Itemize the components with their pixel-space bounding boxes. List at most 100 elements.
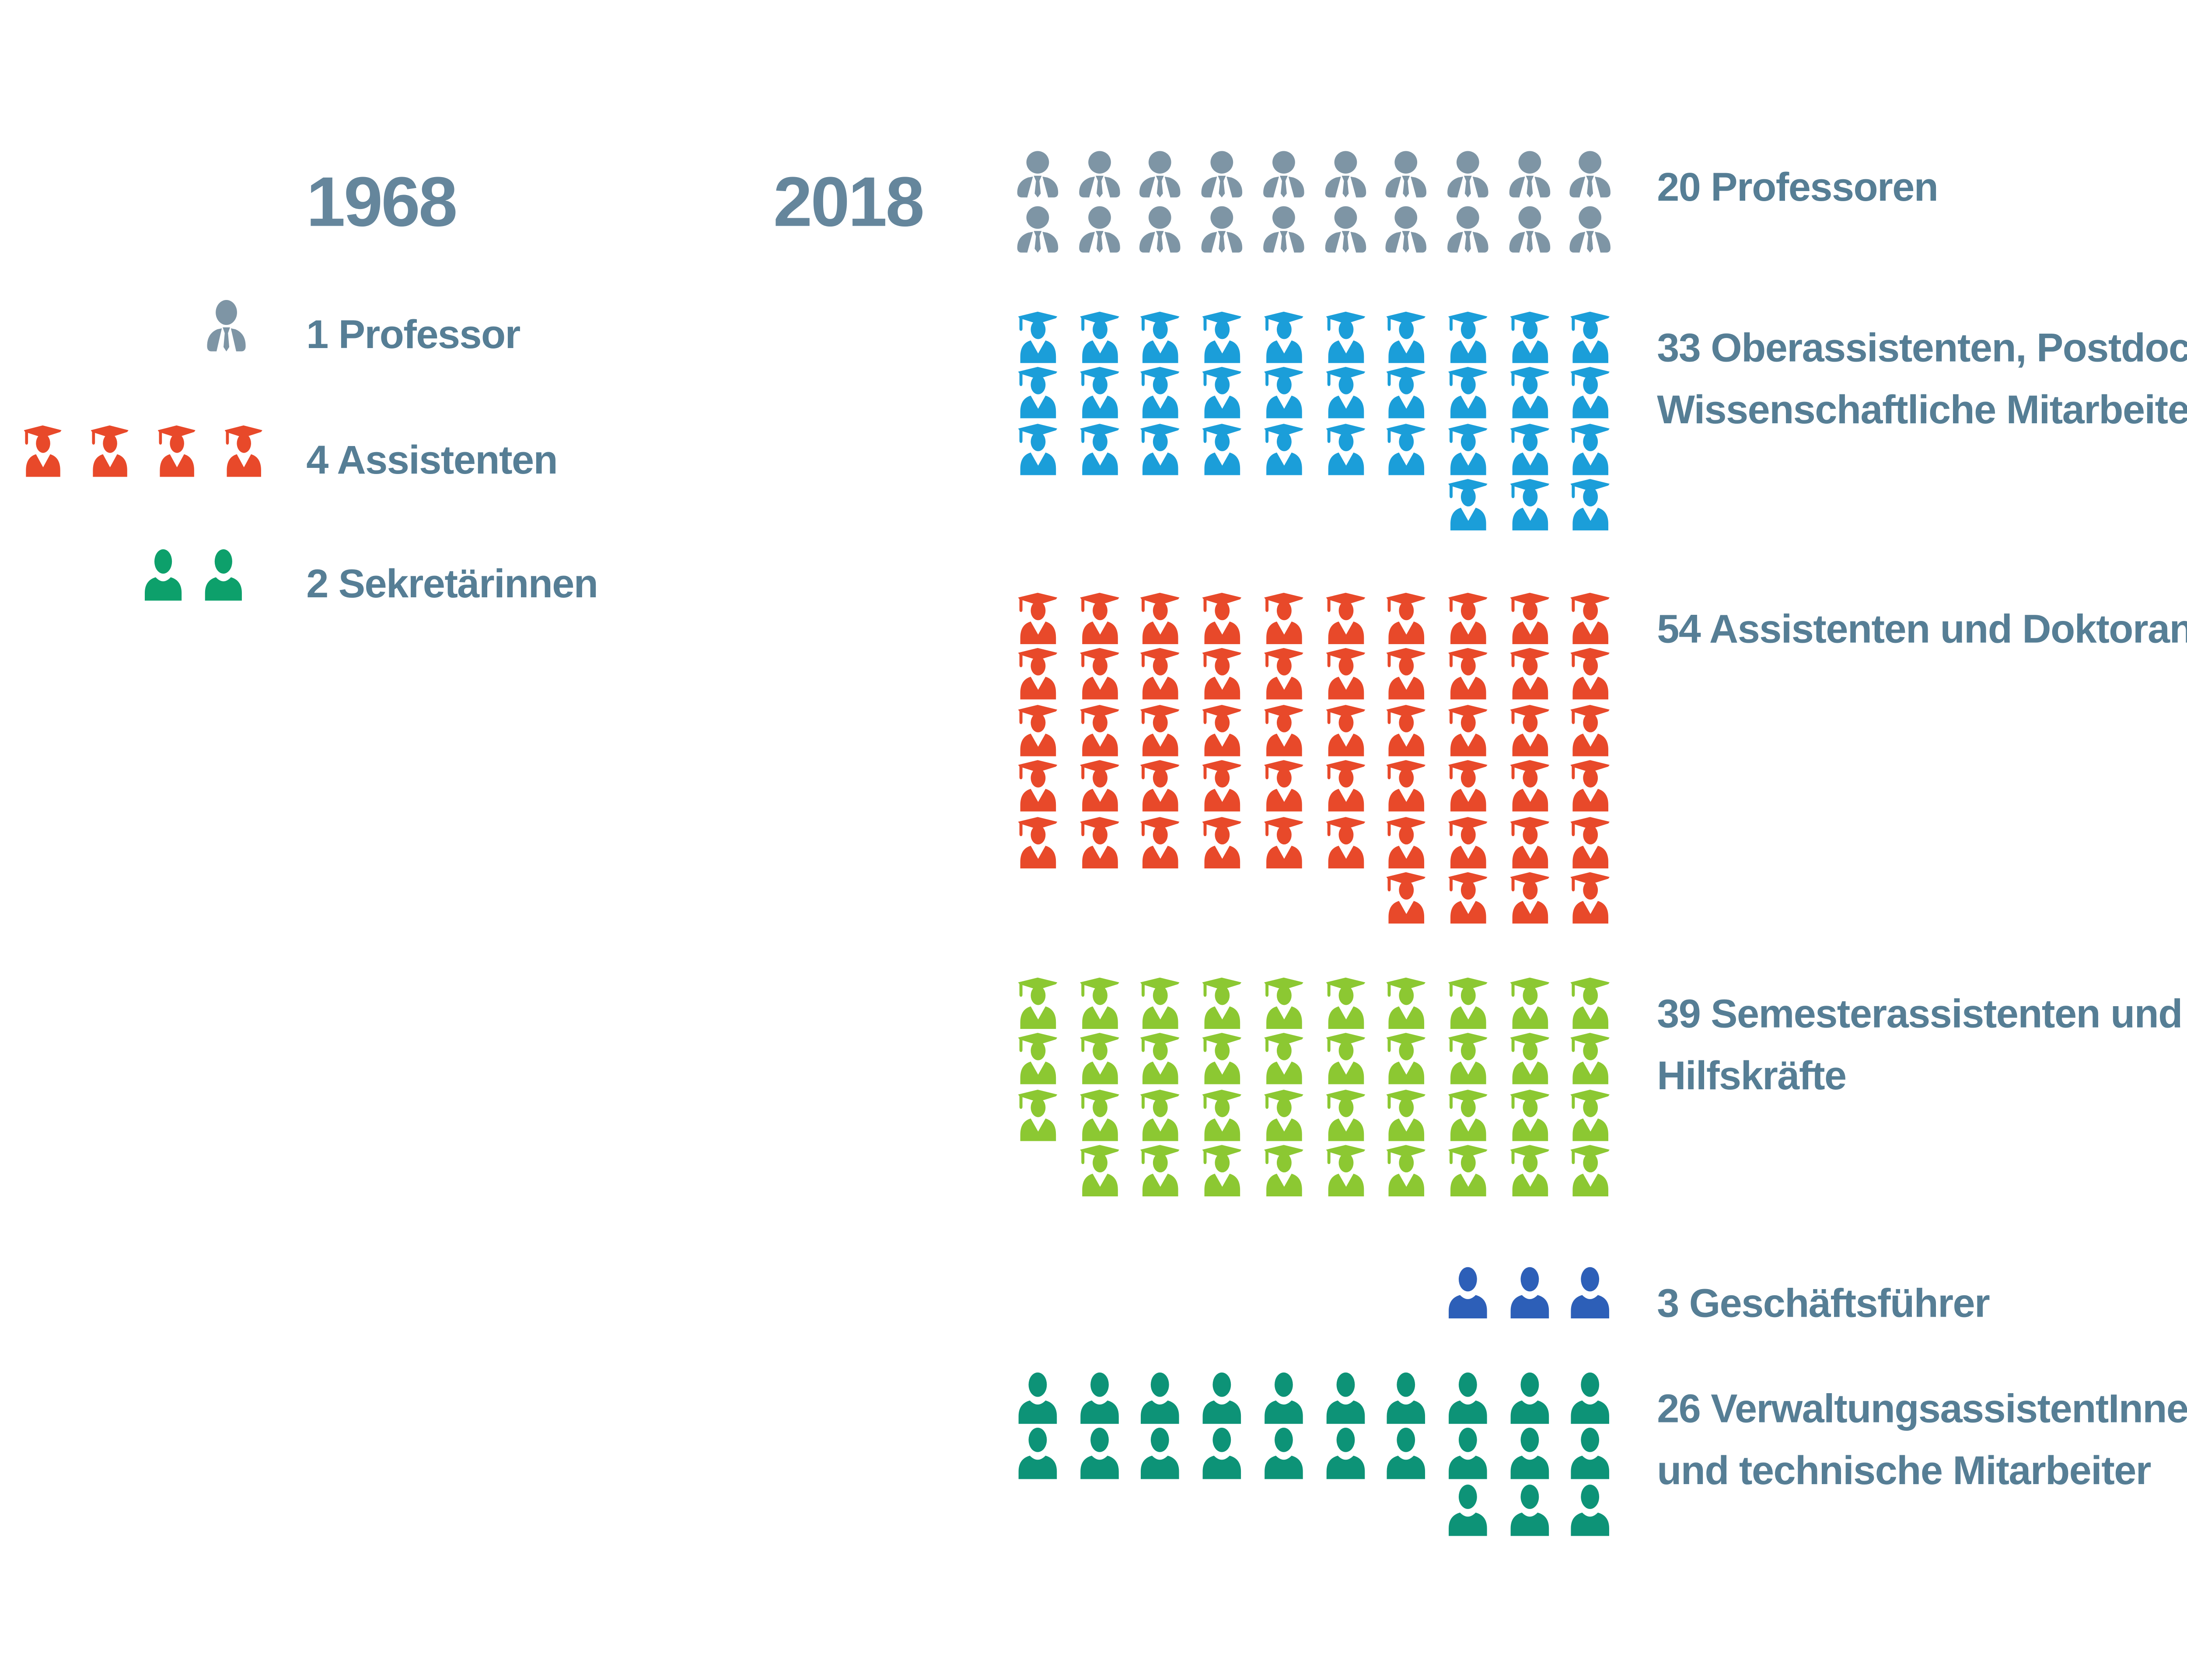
business-person-icon bbox=[1200, 150, 1244, 197]
graduate-icon bbox=[1261, 1145, 1305, 1197]
graduate-icon bbox=[1200, 311, 1244, 363]
graduate-icon bbox=[1569, 977, 1612, 1029]
graduate-icon bbox=[1139, 1033, 1182, 1085]
graduate-icon bbox=[1323, 760, 1366, 812]
graduate-icon bbox=[1016, 977, 1059, 1029]
graduate-icon bbox=[1139, 704, 1182, 756]
person-icon bbox=[1569, 1428, 1612, 1480]
graduate-icon bbox=[22, 425, 64, 477]
graduate-icon bbox=[223, 425, 265, 477]
graduate-icon bbox=[1446, 311, 1489, 363]
person-icon bbox=[1507, 1484, 1551, 1536]
business-person-icon bbox=[206, 300, 247, 352]
graduate-icon bbox=[1384, 760, 1428, 812]
graduate-icon bbox=[1077, 1089, 1121, 1141]
graduate-icon bbox=[1569, 1089, 1612, 1141]
graduate-icon bbox=[1139, 367, 1182, 419]
graduate-icon bbox=[1200, 977, 1244, 1029]
graduate-icon bbox=[1077, 1033, 1121, 1085]
graduate-icon bbox=[1569, 367, 1612, 419]
graduate-icon bbox=[1261, 311, 1305, 363]
person-icon bbox=[1446, 1267, 1489, 1319]
semesterassistenten-label-line: Hilfskräfte bbox=[1657, 1054, 1847, 1100]
graduate-icon bbox=[1446, 1033, 1489, 1085]
assistenten-doktoranden-label-line: 54 Assistenten und Doktoranden bbox=[1657, 607, 2187, 653]
graduate-icon bbox=[1139, 593, 1182, 645]
business-person-icon bbox=[1384, 150, 1428, 197]
oberassistenten-label: 33 Oberassistenten, Postdocs und Wissensc… bbox=[1657, 318, 2187, 442]
professoren-label-line: 20 Professoren bbox=[1657, 165, 1939, 211]
graduate-icon bbox=[1384, 593, 1428, 645]
graduate-icon bbox=[1261, 760, 1305, 812]
graduate-icon bbox=[1384, 367, 1428, 419]
graduate-icon bbox=[1261, 977, 1305, 1029]
graduate-icon bbox=[1323, 593, 1366, 645]
graduate-icon bbox=[1261, 423, 1305, 475]
person-icon bbox=[1077, 1372, 1121, 1424]
graduate-icon bbox=[1139, 1089, 1182, 1141]
person-icon bbox=[1569, 1372, 1612, 1424]
graduate-icon bbox=[1446, 816, 1489, 868]
graduate-icon bbox=[1507, 648, 1551, 700]
graduate-icon bbox=[1384, 1033, 1428, 1085]
graduate-icon bbox=[1507, 1089, 1551, 1141]
business-person-icon bbox=[1569, 206, 1612, 253]
verwaltung-label-line: 26 VerwaltungsassistentInnen, Sekretärin… bbox=[1657, 1387, 2187, 1433]
person-icon bbox=[1200, 1372, 1244, 1424]
professoren-label: 20 Professoren bbox=[1657, 157, 1939, 220]
geschaeftsfuehrer-label: 3 Geschäftsführer bbox=[1657, 1273, 1990, 1335]
graduate-icon bbox=[1261, 593, 1305, 645]
graduate-icon bbox=[1323, 1089, 1366, 1141]
graduate-icon bbox=[1016, 760, 1059, 812]
year-2018-heading: 2018 bbox=[773, 162, 925, 241]
graduate-icon bbox=[1200, 367, 1244, 419]
graduate-icon bbox=[1446, 479, 1489, 531]
graduate-icon bbox=[1077, 367, 1121, 419]
graduate-icon bbox=[1016, 1033, 1059, 1085]
graduate-icon bbox=[1384, 1089, 1428, 1141]
business-person-icon bbox=[1446, 150, 1489, 197]
business-person-icon bbox=[1261, 206, 1305, 253]
graduate-icon bbox=[1446, 1089, 1489, 1141]
graduate-icon bbox=[1446, 367, 1489, 419]
graduate-icon bbox=[1077, 648, 1121, 700]
graduate-icon bbox=[1323, 311, 1366, 363]
graduate-icon bbox=[1384, 1145, 1428, 1197]
graduate-icon bbox=[1569, 872, 1612, 924]
graduate-icon bbox=[1323, 1033, 1366, 1085]
professor-label: 1 Professor bbox=[306, 304, 521, 366]
graduate-icon bbox=[1016, 1089, 1059, 1141]
person-icon bbox=[1507, 1428, 1551, 1480]
graduate-icon bbox=[1507, 1033, 1551, 1085]
person-icon bbox=[1446, 1428, 1489, 1480]
graduate-icon bbox=[1446, 704, 1489, 756]
graduate-icon bbox=[1139, 977, 1182, 1029]
graduate-icon bbox=[1200, 648, 1244, 700]
business-person-icon bbox=[1261, 150, 1305, 197]
graduate-icon bbox=[1200, 1145, 1244, 1197]
business-person-icon bbox=[1200, 206, 1244, 253]
graduate-icon bbox=[1323, 1145, 1366, 1197]
graduate-icon bbox=[1446, 423, 1489, 475]
graduate-icon bbox=[1446, 593, 1489, 645]
graduate-icon bbox=[1016, 593, 1059, 645]
graduate-icon bbox=[1323, 977, 1366, 1029]
person-icon bbox=[1446, 1372, 1489, 1424]
graduate-icon bbox=[1261, 648, 1305, 700]
graduate-icon bbox=[1507, 1145, 1551, 1197]
graduate-icon bbox=[1569, 1145, 1612, 1197]
graduate-icon bbox=[1077, 760, 1121, 812]
sekretaerinnen-label: 2 Sekretärinnen bbox=[306, 554, 598, 616]
graduate-icon bbox=[1569, 311, 1612, 363]
graduate-icon bbox=[1384, 311, 1428, 363]
business-person-icon bbox=[1139, 206, 1182, 253]
graduate-icon bbox=[1323, 816, 1366, 868]
person-icon bbox=[1323, 1372, 1366, 1424]
graduate-icon bbox=[1077, 816, 1121, 868]
graduate-icon bbox=[1261, 367, 1305, 419]
person-icon bbox=[1139, 1428, 1182, 1480]
graduate-icon bbox=[1016, 648, 1059, 700]
graduate-icon bbox=[1200, 1089, 1244, 1141]
graduate-icon bbox=[1569, 816, 1612, 868]
graduate-icon bbox=[1507, 704, 1551, 756]
